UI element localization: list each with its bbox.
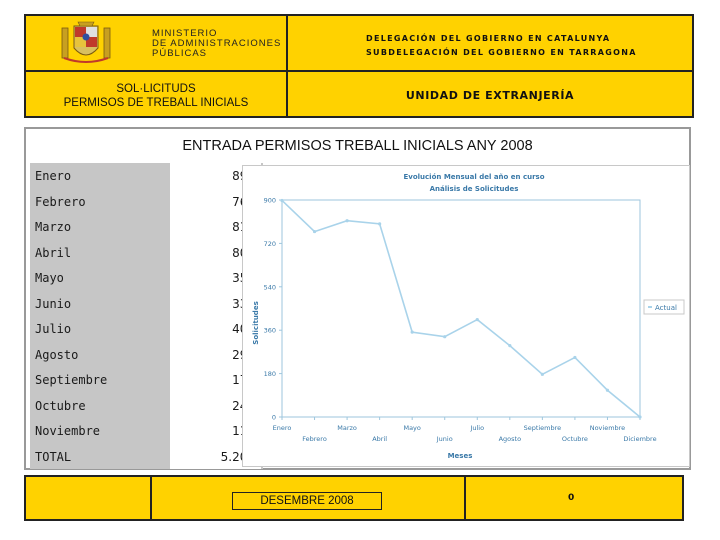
x-tick-label: Enero	[273, 424, 292, 432]
data-point	[475, 317, 479, 322]
delegation-line-1: DELEGACIÓN DEL GOBIERNO EN CATALUNYA	[366, 34, 611, 43]
date-label: DESEMBRE 2008	[232, 492, 382, 510]
ministry-header: MINISTERIO DE ADMINISTRACIONES PÚBLICAS	[24, 14, 288, 72]
solicitudes-header: SOL·LICITUDS PERMISOS DE TREBALL INICIAL…	[24, 70, 288, 118]
chart-series	[280, 198, 642, 419]
month-label: Mayo	[35, 271, 64, 285]
coat-of-arms-icon	[61, 21, 111, 63]
data-point	[410, 330, 414, 334]
footer-divider	[464, 477, 466, 519]
month-label: Marzo	[35, 220, 72, 234]
chart-frame	[242, 165, 690, 467]
total-row: TOTAL 5.202	[30, 443, 263, 469]
ministry-line-2: DE ADMINISTRACIONES	[152, 38, 282, 49]
monthly-table: Enero898Febrero769Marzo814Abril801Mayo35…	[30, 163, 263, 469]
footer-number: 0	[568, 493, 575, 503]
series-line	[281, 199, 641, 418]
line-chart: Evolución Mensual del año en curso Análi…	[242, 165, 690, 467]
y-tick-label: 720	[264, 240, 276, 248]
data-point	[540, 372, 544, 376]
ministry-line-3: PÚBLICAS	[152, 48, 207, 59]
data-point	[443, 335, 447, 339]
x-tick-label: Noviembre	[590, 424, 625, 432]
unit-title: UNIDAD DE EXTRANJERÍA	[405, 89, 575, 102]
delegation-line-2: SUBDELEGACIÓN DEL GOBIERNO EN TARRAGONA	[366, 48, 637, 57]
x-tick-label: Diciembre	[623, 435, 656, 443]
y-tick-label: 180	[264, 370, 276, 378]
ministry-line-1: MINISTERIO	[152, 28, 218, 39]
table-row: Junio333	[30, 290, 263, 316]
data-point	[280, 198, 284, 203]
month-label: Enero	[35, 169, 72, 183]
y-tick-label: 0	[272, 414, 276, 422]
table-row: Enero898	[30, 163, 263, 189]
chart-axes: 0 180 360 540 720 900 Enero Febrero Marzo Abril Ma…	[264, 197, 657, 444]
unit-header: UNIDAD DE EXTRANJERÍA	[286, 70, 694, 118]
footer-divider	[150, 477, 152, 519]
month-label: Julio	[35, 322, 72, 336]
page-title: ENTRADA PERMISOS TREBALL INICIALS ANY 20…	[182, 138, 533, 154]
ministry-name: MINISTERIO DE ADMINISTRACIONES PÚBLICAS	[152, 29, 281, 59]
x-tick-label: Mayo	[403, 424, 420, 432]
table-row: Mayo352	[30, 265, 263, 291]
table-row: Septiembre177	[30, 367, 263, 393]
chart-legend: Actual	[643, 299, 685, 315]
month-label: Septiembre	[35, 373, 108, 387]
x-tick-label: Octubre	[562, 435, 588, 443]
month-label: Agosto	[35, 347, 79, 362]
delegation-text: DELEGACIÓN DEL GOBIERNO EN CATALUNYA SUB…	[366, 32, 637, 60]
table-row: Julio404	[30, 316, 263, 342]
legend-box	[643, 299, 685, 315]
x-tick-label: Junio	[436, 435, 453, 443]
x-tick-label: Julio	[469, 424, 484, 432]
x-tick-label: Febrero	[302, 435, 327, 443]
chart-subtitle: Análisis de Solicitudes	[430, 185, 519, 193]
plot-area	[281, 199, 641, 418]
table-row: Marzo814	[30, 214, 263, 240]
chart-container: Evolución Mensual del año en curso Análi…	[242, 165, 690, 467]
data-point	[378, 222, 382, 226]
data-point	[345, 219, 349, 223]
data-point	[312, 229, 317, 234]
data-point	[605, 388, 610, 392]
month-label: Abril	[35, 245, 72, 260]
table-row: Febrero769	[30, 188, 263, 214]
month-label: Octubre	[35, 398, 86, 413]
table-row: Abril801	[30, 239, 263, 265]
solicitudes-text: SOL·LICITUDS PERMISOS DE TREBALL INICIAL…	[26, 82, 286, 110]
data-point	[508, 344, 512, 348]
y-tick-label: 360	[264, 327, 276, 335]
y-axis-label: Solicitudes	[252, 301, 260, 344]
y-tick-label: 540	[264, 283, 276, 291]
solicitudes-line-2: PERMISOS DE TREBALL INICIALS	[63, 97, 249, 109]
month-label: Noviembre	[35, 424, 101, 438]
x-tick-label: Marzo	[337, 424, 357, 432]
footer-bar: DESEMBRE 2008 0	[24, 475, 684, 521]
solicitudes-line-1: SOL·LICITUDS	[116, 83, 196, 95]
x-axis-label: Meses	[448, 452, 473, 460]
x-tick-label: Agosto	[499, 435, 521, 443]
x-tick-label: Abril	[372, 435, 387, 443]
month-label: TOTAL	[35, 449, 72, 464]
delegation-header: DELEGACIÓN DEL GOBIERNO EN CATALUNYA SUB…	[286, 14, 694, 72]
data-point	[638, 415, 642, 419]
table-row: Agosto296	[30, 341, 263, 367]
table-row: Noviembre111	[30, 418, 263, 444]
data-point	[573, 355, 577, 360]
y-tick-label: 900	[264, 197, 276, 205]
month-label: Febrero	[35, 194, 86, 209]
month-label: Junio	[35, 296, 72, 311]
chart-title: Evolución Mensual del año en curso	[404, 173, 545, 181]
legend-label: Actual	[655, 304, 677, 312]
table-row: Octubre247	[30, 392, 263, 418]
x-tick-label: Septiembre	[524, 424, 562, 432]
